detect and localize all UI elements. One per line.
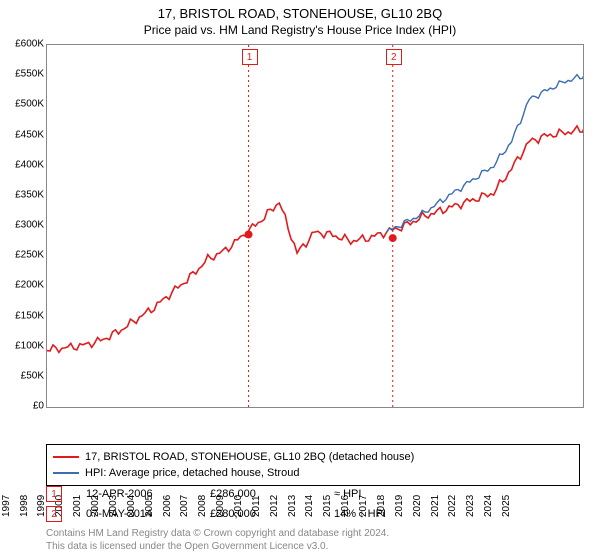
footnote: Contains HM Land Registry data © Crown c… [46,528,580,553]
annotation-marker-1: 1 [46,486,62,502]
ytick-label: £100K [0,340,44,351]
ytick-label: £400K [0,159,44,170]
annotation-row-2: 2 07-MAY-2014 £280,000 14% ↓ HPI [46,506,580,522]
ytick-label: £150K [0,310,44,321]
annotation-row-1: 1 12-APR-2006 £286,000 ≈ HPI [46,486,580,502]
chart-svg [47,45,583,407]
annotation-delta-1: ≈ HPI [334,488,434,500]
annotation-marker-2: 2 [46,506,62,522]
footnote-line-2: This data is licensed under the Open Gov… [46,541,580,554]
legend-label-2: HPI: Average price, detached house, Stro… [85,467,299,479]
annotation-date-1: 12-APR-2006 [86,488,186,500]
chart-callout-2: 2 [386,49,402,65]
ytick-label: £350K [0,189,44,200]
ytick-label: £600K [0,39,44,50]
page-subtitle: Price paid vs. HM Land Registry's House … [0,21,600,41]
annotation-delta-2: 14% ↓ HPI [334,508,434,520]
ytick-label: £0 [0,401,44,412]
ytick-label: £200K [0,280,44,291]
legend-item-1: 17, BRISTOL ROAD, STONEHOUSE, GL10 2BQ (… [53,449,573,465]
ytick-label: £300K [0,220,44,231]
legend-item-2: HPI: Average price, detached house, Stro… [53,465,573,481]
annotation-price-2: £280,000 [210,508,310,520]
ytick-label: £250K [0,250,44,261]
annotation-price-1: £286,000 [210,488,310,500]
footnote-line-1: Contains HM Land Registry data © Crown c… [46,528,580,541]
annotation-date-2: 07-MAY-2014 [86,508,186,520]
ytick-label: £550K [0,69,44,80]
legend-swatch-2 [53,472,79,474]
page-title: 17, BRISTOL ROAD, STONEHOUSE, GL10 2BQ [0,0,600,21]
ytick-label: £450K [0,129,44,140]
chart-callout-1: 1 [242,49,258,65]
legend-box: 17, BRISTOL ROAD, STONEHOUSE, GL10 2BQ (… [46,444,580,486]
ytick-label: £500K [0,99,44,110]
ytick-label: £50K [0,370,44,381]
legend-swatch-1 [53,456,79,458]
chart-plot-area: 1 2 [46,44,584,408]
legend-label-1: 17, BRISTOL ROAD, STONEHOUSE, GL10 2BQ (… [85,451,414,463]
